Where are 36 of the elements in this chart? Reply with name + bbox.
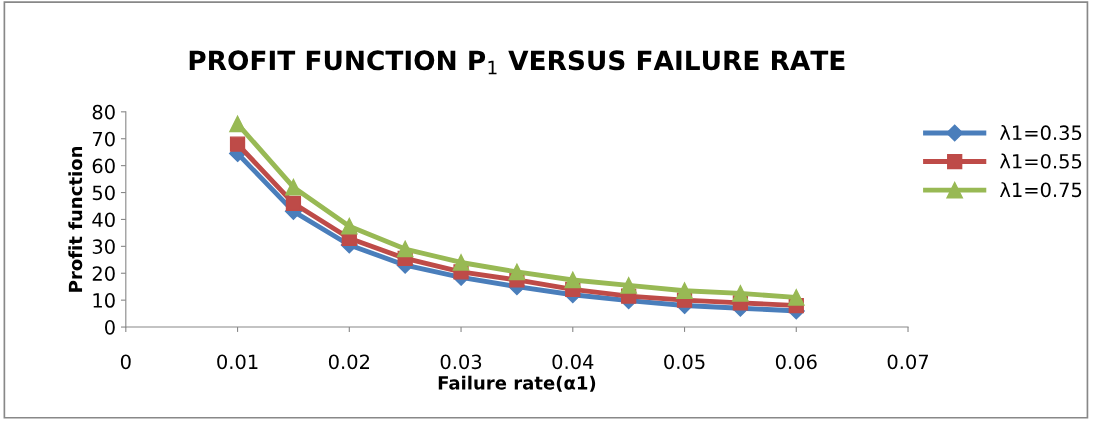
point: [340, 217, 358, 235]
legend-label: λ1=0.35: [999, 125, 1082, 141]
y-tick-label: 70: [92, 131, 115, 147]
chart-title: PROFIT FUNCTION P$_{1}$ VERSUS FAILURE RATE: [189, 50, 845, 75]
point: [285, 195, 302, 211]
x-tick-label: 0.07: [887, 354, 929, 370]
point: [229, 115, 246, 133]
point: [396, 240, 414, 258]
x-tick-label: 0.06: [775, 354, 817, 370]
x-tick-label: 0.04: [552, 354, 594, 370]
point: [508, 263, 526, 281]
point: [452, 254, 470, 271]
y-axis-title: Profit function: [68, 146, 83, 292]
point: [229, 136, 246, 152]
y-tick-label: 20: [92, 266, 115, 281]
x-tick-label: 0: [120, 354, 131, 370]
x-tick-label: 0.03: [440, 354, 482, 370]
y-tick-label: 0: [105, 320, 115, 335]
point: [676, 282, 693, 300]
point: [620, 277, 637, 294]
point: [787, 289, 805, 306]
point: [285, 178, 302, 196]
y-tick-label: 80: [92, 104, 115, 120]
legend-label: λ1=0.75: [999, 182, 1082, 198]
y-tick-label: 40: [92, 212, 115, 228]
point: [564, 271, 582, 289]
x-tick-label: 0.05: [664, 354, 705, 370]
y-tick-label: 30: [92, 239, 115, 255]
y-tick-label: 10: [93, 293, 115, 308]
y-tick-label: 50: [92, 185, 115, 201]
y-tick-label: 60: [92, 158, 115, 174]
x-tick-label: 0.01: [217, 354, 258, 370]
legend-label: λ1=0.55: [999, 153, 1082, 169]
x-tick-label: 0.02: [328, 354, 369, 370]
x-axis-title: Failure rate(α1): [438, 375, 596, 392]
point: [732, 285, 749, 302]
